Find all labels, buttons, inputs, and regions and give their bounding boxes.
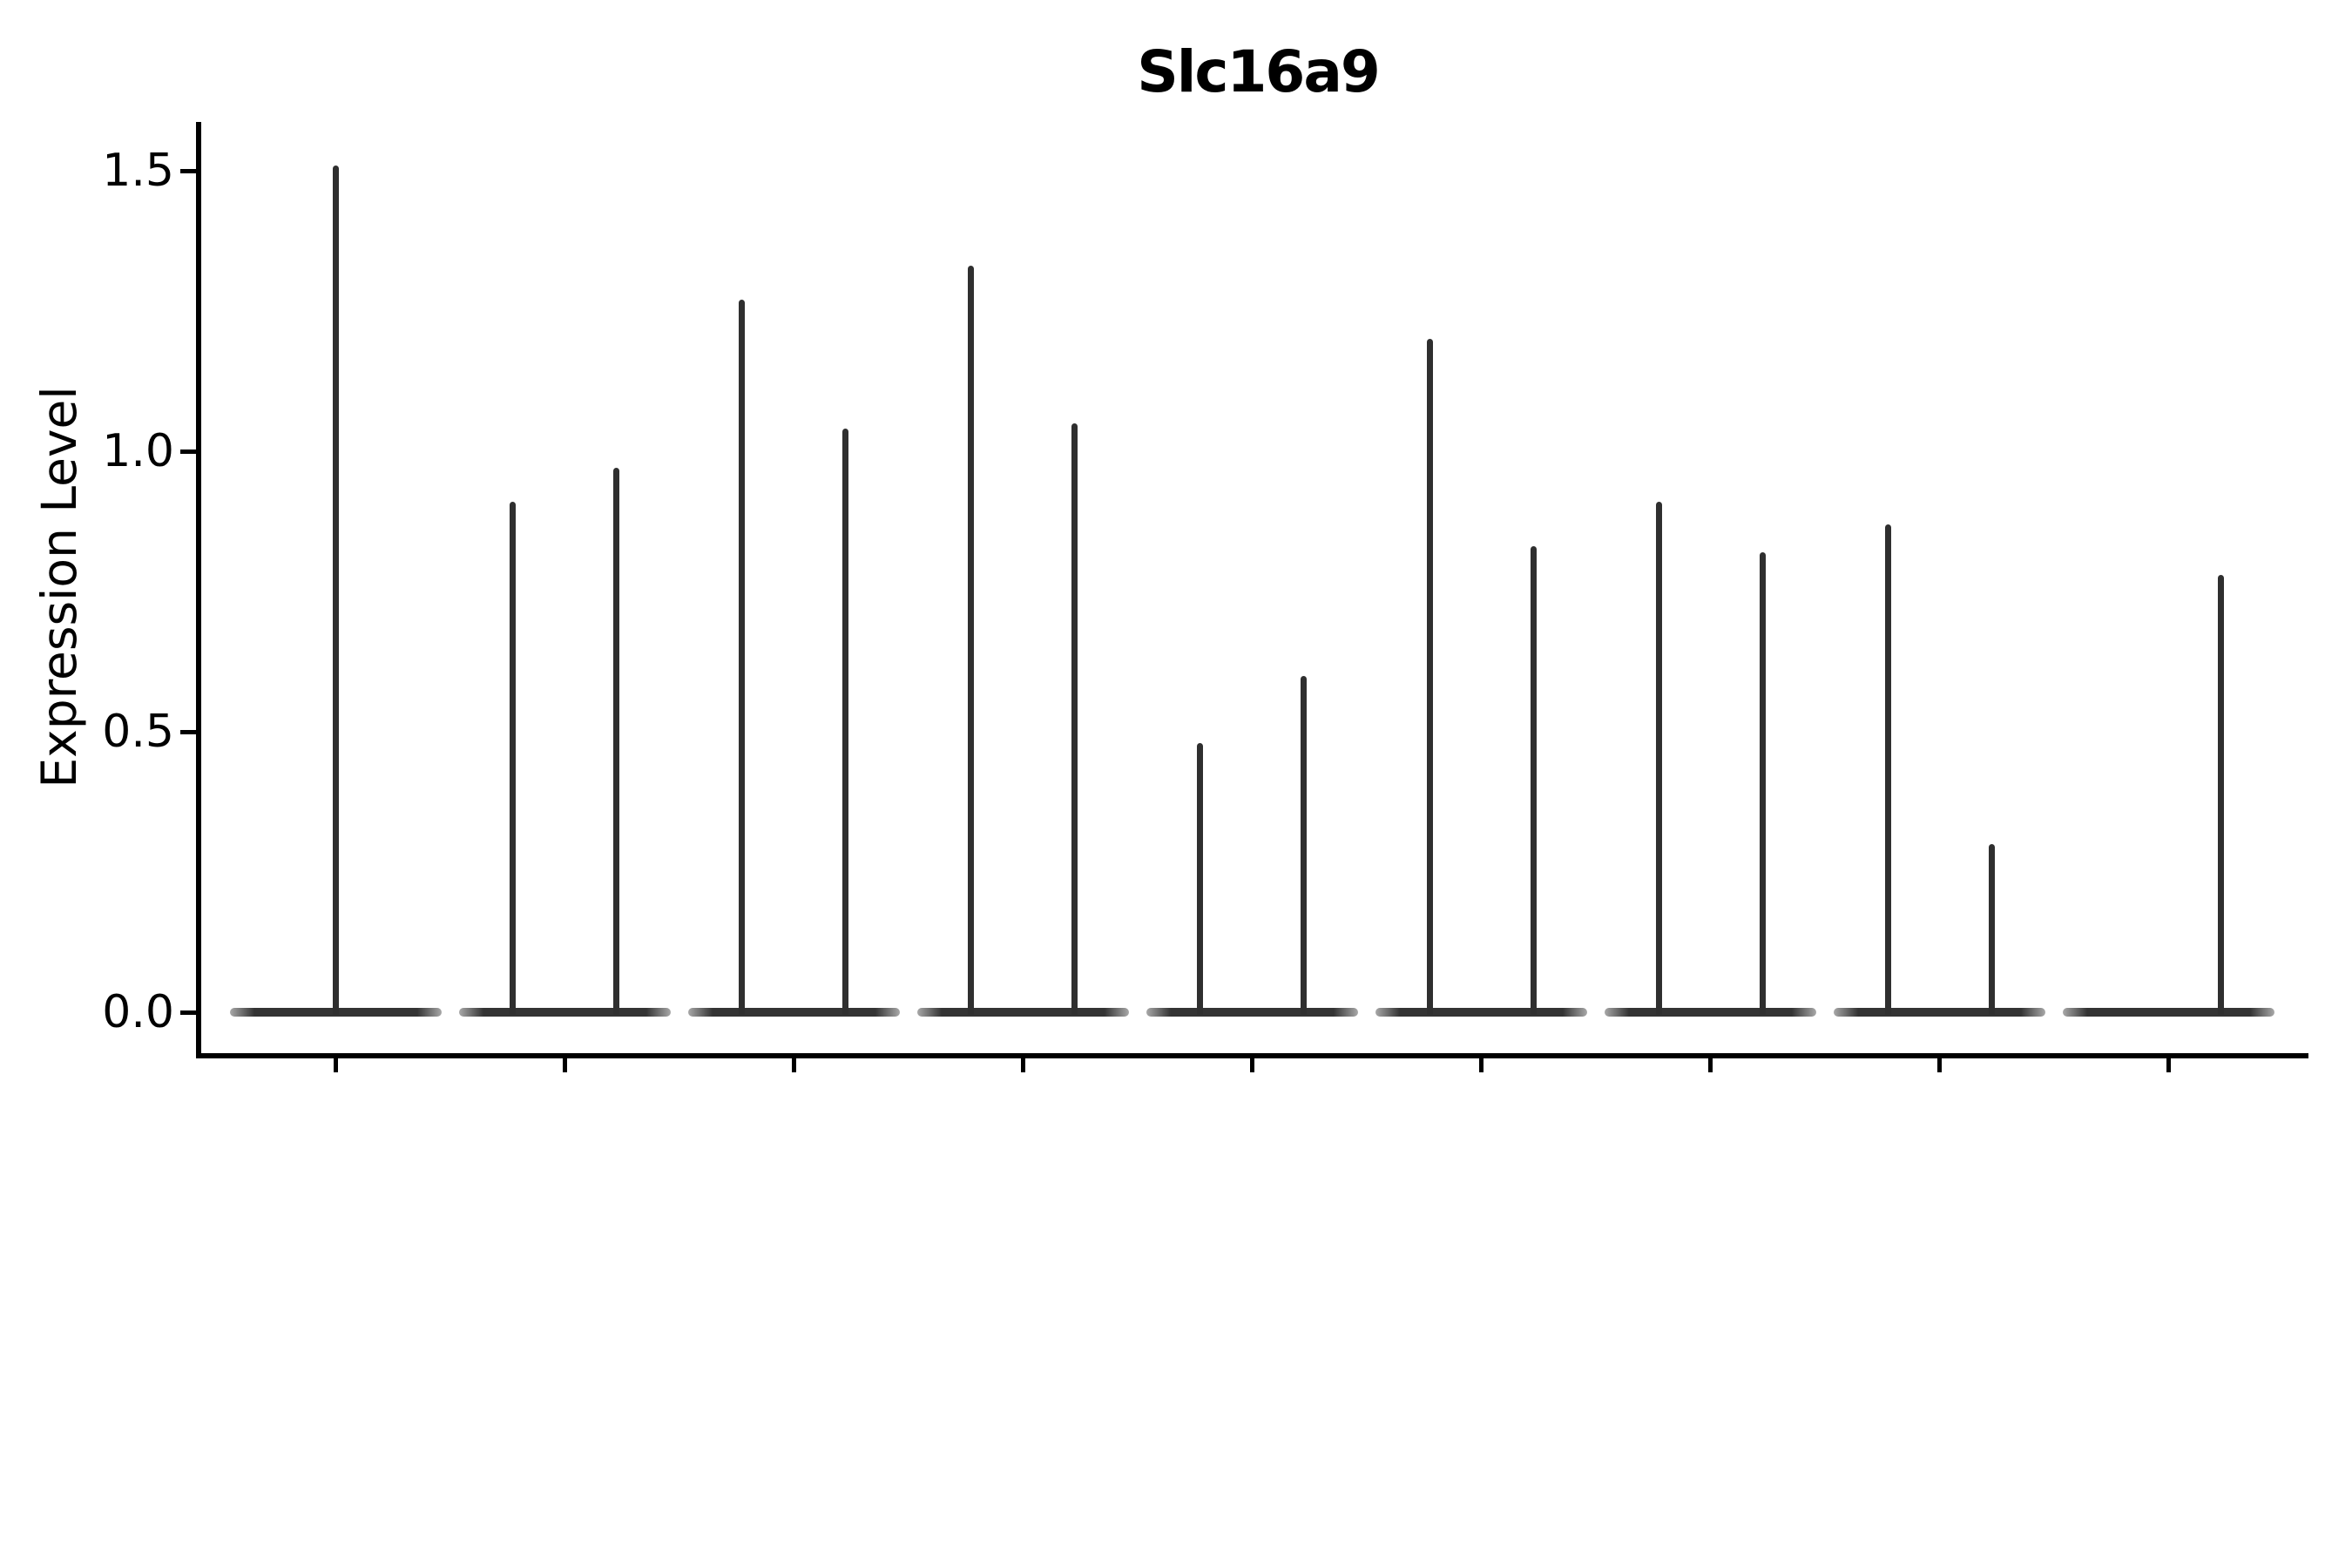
violin-spike <box>1530 546 1537 1015</box>
violin-spike <box>739 300 746 1015</box>
violin-base <box>458 1008 671 1017</box>
violin-base <box>1146 1008 1358 1017</box>
violin-spike <box>1759 551 1766 1015</box>
y-tick-label: 1.5 <box>102 145 174 197</box>
violin-spike <box>2217 574 2224 1015</box>
violin-spike <box>1071 422 1078 1015</box>
x-tick <box>1249 1056 1254 1072</box>
violin-base <box>1605 1008 1817 1017</box>
violin-base <box>687 1008 900 1017</box>
x-tick <box>1937 1056 1943 1072</box>
y-tick <box>180 729 197 734</box>
violin-spike <box>613 468 620 1015</box>
violin-spike <box>842 429 849 1015</box>
violin-base <box>1375 1008 1587 1017</box>
x-tick <box>791 1056 796 1072</box>
violin-spike <box>1426 339 1433 1015</box>
violin-spike <box>1197 742 1204 1015</box>
y-tick-label: 0.0 <box>102 986 174 1038</box>
violin-spike <box>1301 675 1308 1015</box>
x-tick <box>562 1056 567 1072</box>
y-tick <box>180 449 197 454</box>
figure-title: Slc16a9 <box>1137 38 1381 105</box>
y-tick <box>180 168 197 173</box>
violin-spike <box>332 165 339 1015</box>
x-tick <box>1479 1056 1484 1072</box>
violin-spike <box>1988 843 1995 1015</box>
y-axis-spine <box>196 122 201 1058</box>
violin-spike <box>1884 524 1891 1015</box>
y-tick-label: 0.5 <box>102 706 174 758</box>
violin-base <box>916 1008 1129 1017</box>
y-tick <box>180 1010 197 1015</box>
x-tick <box>2166 1056 2172 1072</box>
violin-spike <box>510 501 517 1015</box>
x-tick <box>333 1056 338 1072</box>
x-tick <box>1708 1056 1713 1072</box>
violin-base <box>2063 1008 2275 1017</box>
violin-spike <box>968 266 975 1015</box>
y-tick-label: 1.0 <box>102 425 174 477</box>
violin-base <box>1834 1008 2046 1017</box>
violin-spike <box>1655 501 1662 1015</box>
x-tick <box>1020 1056 1025 1072</box>
